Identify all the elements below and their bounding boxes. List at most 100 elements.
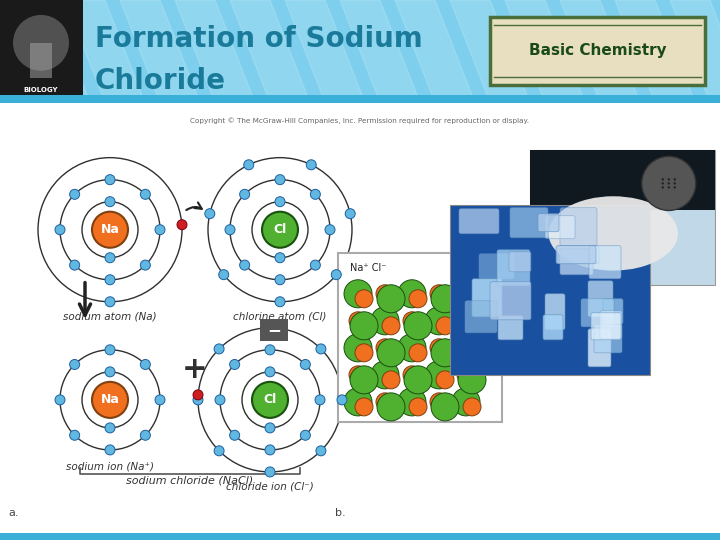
Circle shape (436, 317, 454, 335)
Text: Cl: Cl (274, 223, 287, 236)
Circle shape (214, 446, 224, 456)
Circle shape (404, 366, 432, 394)
Circle shape (70, 430, 80, 440)
Text: +: + (182, 355, 208, 384)
Text: −: − (267, 321, 281, 339)
Circle shape (105, 367, 115, 377)
Circle shape (382, 317, 400, 335)
Circle shape (662, 178, 664, 180)
Circle shape (409, 344, 427, 362)
FancyBboxPatch shape (600, 311, 622, 339)
FancyBboxPatch shape (591, 313, 621, 340)
FancyBboxPatch shape (465, 301, 497, 333)
Circle shape (667, 186, 670, 188)
Circle shape (463, 398, 481, 416)
FancyBboxPatch shape (589, 246, 621, 279)
Circle shape (355, 290, 373, 308)
FancyBboxPatch shape (498, 316, 523, 340)
Circle shape (155, 225, 165, 235)
Polygon shape (505, 0, 585, 103)
Circle shape (431, 285, 459, 313)
Circle shape (230, 360, 240, 369)
Circle shape (105, 174, 115, 185)
Circle shape (458, 312, 486, 340)
Circle shape (55, 225, 65, 235)
FancyBboxPatch shape (594, 325, 622, 353)
Circle shape (310, 260, 320, 270)
Circle shape (463, 290, 481, 308)
Circle shape (265, 345, 275, 355)
Text: sodium ion (Na⁺): sodium ion (Na⁺) (66, 462, 154, 472)
Circle shape (105, 275, 115, 285)
Polygon shape (120, 0, 200, 103)
FancyBboxPatch shape (560, 249, 593, 275)
Polygon shape (615, 0, 695, 103)
Circle shape (667, 178, 670, 180)
Circle shape (403, 366, 421, 384)
Circle shape (265, 323, 275, 333)
Circle shape (244, 160, 253, 170)
Circle shape (430, 285, 448, 303)
Text: sodium chloride (NaCl): sodium chloride (NaCl) (127, 476, 253, 486)
Bar (0, 533, 720, 540)
Circle shape (140, 190, 150, 199)
FancyBboxPatch shape (545, 294, 565, 330)
Polygon shape (0, 0, 35, 103)
Circle shape (409, 290, 427, 308)
Circle shape (371, 307, 399, 335)
Circle shape (105, 423, 115, 433)
FancyBboxPatch shape (588, 281, 613, 317)
Ellipse shape (549, 196, 678, 271)
FancyBboxPatch shape (603, 299, 623, 324)
Circle shape (310, 190, 320, 199)
Polygon shape (65, 0, 145, 103)
Circle shape (306, 160, 316, 170)
Circle shape (452, 280, 480, 308)
Text: Na: Na (101, 223, 120, 236)
Circle shape (140, 430, 150, 440)
Circle shape (425, 307, 453, 335)
Circle shape (377, 339, 405, 367)
Circle shape (300, 360, 310, 369)
Circle shape (70, 260, 80, 270)
Circle shape (92, 212, 128, 248)
FancyBboxPatch shape (472, 279, 502, 317)
Circle shape (300, 430, 310, 440)
Text: chlorine atom (Cl): chlorine atom (Cl) (233, 312, 327, 322)
Circle shape (252, 382, 288, 418)
Circle shape (204, 208, 215, 219)
Circle shape (275, 275, 285, 285)
Circle shape (662, 186, 664, 188)
Circle shape (344, 334, 372, 362)
Circle shape (452, 388, 480, 416)
Circle shape (105, 197, 115, 207)
Polygon shape (230, 0, 310, 103)
FancyBboxPatch shape (260, 319, 288, 341)
Circle shape (349, 366, 367, 384)
Circle shape (331, 269, 341, 280)
Circle shape (105, 297, 115, 307)
Circle shape (230, 430, 240, 440)
Circle shape (463, 344, 481, 362)
Circle shape (436, 371, 454, 389)
Bar (530, 150, 715, 285)
Polygon shape (285, 0, 365, 103)
Circle shape (403, 312, 421, 330)
Text: b.: b. (335, 508, 346, 518)
Bar (450, 205, 650, 375)
Text: chloride ion (Cl⁻): chloride ion (Cl⁻) (226, 482, 314, 492)
Circle shape (105, 345, 115, 355)
FancyBboxPatch shape (560, 208, 597, 246)
Circle shape (275, 297, 285, 307)
Circle shape (275, 253, 285, 263)
Circle shape (316, 344, 326, 354)
Circle shape (262, 212, 298, 248)
Circle shape (376, 393, 394, 411)
Circle shape (177, 220, 187, 229)
Circle shape (265, 367, 275, 377)
Bar (0, 94, 720, 103)
Text: BIOLOGY: BIOLOGY (24, 86, 58, 93)
Circle shape (398, 334, 426, 362)
Circle shape (344, 280, 372, 308)
FancyBboxPatch shape (588, 329, 611, 367)
